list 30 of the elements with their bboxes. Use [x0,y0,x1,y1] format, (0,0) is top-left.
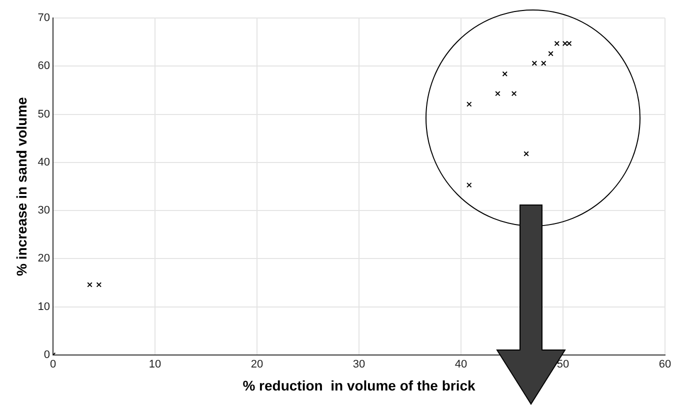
point [96,282,102,288]
point [466,102,472,107]
point [566,40,572,46]
y-tick-label: 50 [38,108,50,120]
point [524,151,529,156]
y-tick-label: 30 [38,204,50,217]
point [466,182,472,188]
y-tick-label: 60 [38,60,50,72]
y-tick-label: 20 [38,252,50,265]
x-tick-label: 60 [658,358,672,371]
x-tick-label: 20 [250,358,264,371]
y-tick-label: 0 [44,349,50,362]
x-tick-label: 30 [352,358,366,371]
point [532,60,538,66]
point [511,90,517,96]
point [554,40,560,46]
point [562,40,568,46]
point [548,51,554,56]
y-tick-label: 40 [38,156,50,168]
y-tick-label: 10 [38,300,50,313]
x-tick-label: 50 [556,358,570,371]
y-axis-title: % increase in sand volume [13,96,30,276]
x-tick-label: 10 [148,358,162,371]
point [541,60,546,66]
point [502,71,508,76]
point [87,282,92,288]
y-tick-label: 70 [38,12,50,24]
point [495,90,500,96]
x-tick-label: 40 [454,358,468,371]
x-axis-title: % reduction in volume of the brick [242,377,476,394]
